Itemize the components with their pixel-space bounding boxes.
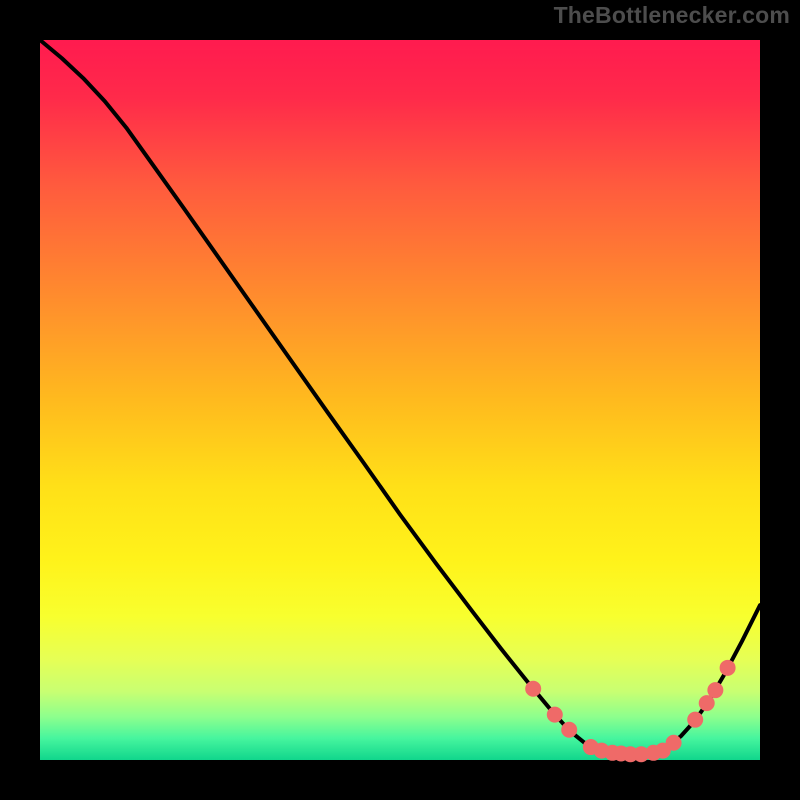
watermark-text: TheBottlenecker.com — [554, 2, 790, 29]
marker-dot — [699, 696, 714, 711]
plot-background — [40, 40, 760, 760]
marker-dot — [547, 707, 562, 722]
chart-stage: TheBottlenecker.com — [0, 0, 800, 800]
marker-dot — [562, 722, 577, 737]
marker-dot — [526, 681, 541, 696]
marker-dot — [666, 735, 681, 750]
bottleneck-chart-svg — [0, 0, 800, 800]
marker-dot — [708, 683, 723, 698]
marker-dot — [720, 660, 735, 675]
marker-dot — [688, 712, 703, 727]
